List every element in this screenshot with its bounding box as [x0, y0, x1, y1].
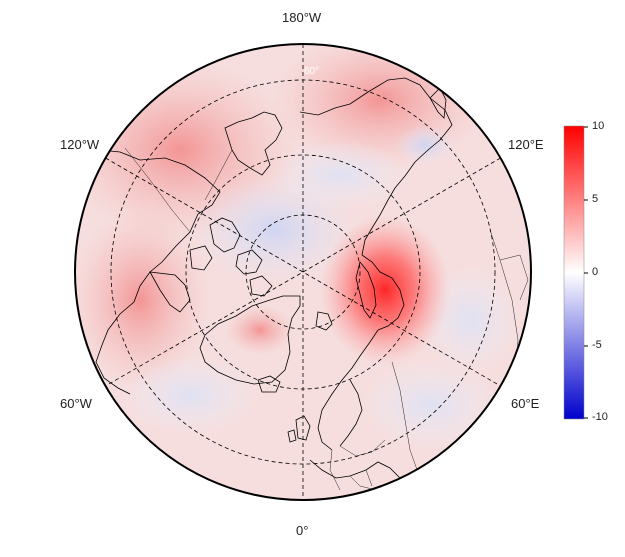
colorbar-tick-label: 10 — [592, 120, 605, 132]
chukchi-cool — [395, 125, 455, 165]
canada-east-warm — [75, 210, 210, 390]
siberian-shelf-cool — [270, 140, 410, 210]
lon-label-0: 0° — [296, 523, 309, 538]
mongolia-border — [499, 254, 529, 301]
north-america-coast — [95, 149, 221, 395]
barents-kara-hotspot — [320, 215, 450, 365]
canadian-archipelago — [189, 217, 273, 297]
russia-europe-border — [391, 361, 421, 479]
colorbar-tick-label: 5 — [592, 193, 599, 205]
lon-label-60w: 60°W — [60, 396, 92, 411]
scandinavia-coast — [317, 329, 379, 451]
meridian-120e-60w — [105, 157, 501, 387]
alaska-coast — [224, 111, 283, 176]
greenland-coast — [199, 295, 301, 385]
colorbar-tick-label: 0 — [592, 266, 599, 278]
latitude-label-60: 60° — [304, 66, 319, 77]
west-russia-cool — [360, 360, 500, 450]
lon-label-120w: 120°W — [60, 137, 100, 152]
anomaly-field — [75, 44, 531, 500]
colorbar-gradient — [564, 126, 584, 419]
colorbar-tick-label: -10 — [592, 411, 608, 423]
map-boundary — [74, 43, 532, 501]
hudson-bay — [149, 271, 191, 313]
colorbar — [563, 125, 588, 420]
siberia-coast — [299, 77, 453, 256]
lon-label-60e: 60°E — [511, 396, 540, 411]
graticule — [105, 44, 501, 500]
coastlines — [95, 77, 453, 491]
alaska-canada-border — [204, 149, 233, 201]
lon-label-180w: 180°W — [282, 10, 322, 25]
svalbard — [315, 311, 333, 331]
novaya-zemlya — [355, 261, 377, 319]
lon-label-120e: 120°E — [508, 137, 544, 152]
colorbar-tick-label: -5 — [592, 339, 602, 351]
greenland-west-warm — [225, 305, 295, 355]
north-atlantic-cool — [120, 355, 260, 435]
us-canada-border — [124, 147, 191, 233]
meridian-120w-60e — [105, 157, 501, 387]
iceland — [257, 375, 281, 393]
